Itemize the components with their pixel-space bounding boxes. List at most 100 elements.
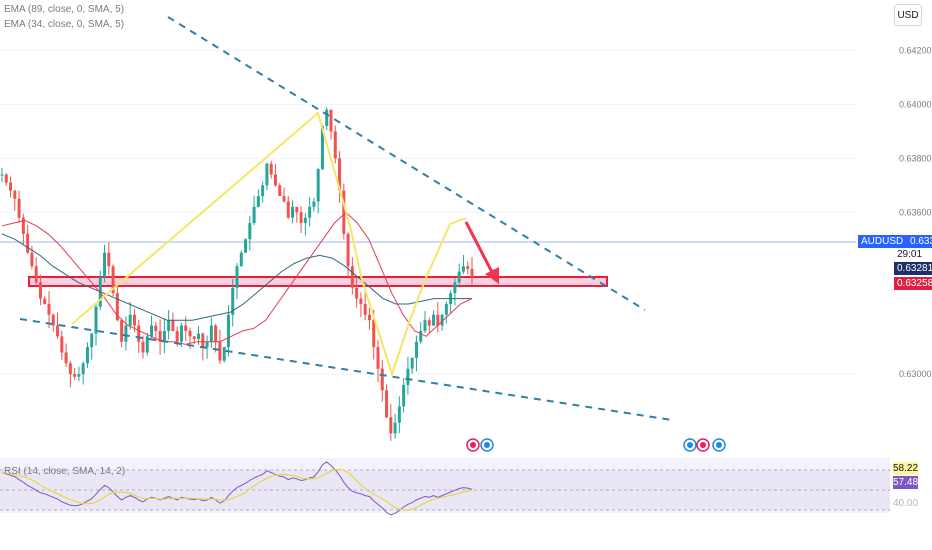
candle-body[interactable] [13,190,17,199]
candle-body[interactable] [188,330,192,337]
candle-body[interactable] [256,196,260,207]
candle-body[interactable] [231,287,235,315]
candle-body[interactable] [252,206,256,224]
candle-body[interactable] [145,336,149,353]
support-zone-rectangle[interactable] [28,276,608,287]
currency-button[interactable]: USD [894,4,922,26]
candle-body[interactable] [453,282,457,294]
candle-body[interactable] [320,125,324,170]
forecast-arrow-shaft[interactable] [464,221,496,277]
candle-body[interactable] [466,266,470,269]
candle-body[interactable] [128,314,132,326]
candle-body[interactable] [167,320,171,331]
candle-body[interactable] [107,252,111,267]
candle-body[interactable] [77,374,81,377]
candle-body[interactable] [308,206,312,218]
candle-body[interactable] [162,330,166,342]
candle-body[interactable] [329,109,333,132]
candle-body[interactable] [43,298,47,304]
candle-body[interactable] [115,293,119,321]
candle-body[interactable] [291,206,295,218]
candle-body[interactable] [222,347,226,361]
upper-trendline[interactable] [167,16,646,311]
candle-body[interactable] [47,303,51,315]
lower-trendline[interactable] [19,318,673,421]
candle-body[interactable] [419,330,423,342]
candle-body[interactable] [209,325,213,342]
candle-body[interactable] [38,282,42,299]
candle-body[interactable] [64,352,68,364]
rsi-pane[interactable] [0,458,890,516]
candle-body[interactable] [346,233,350,267]
candle-body[interactable] [265,163,269,186]
candle-body[interactable] [432,314,436,326]
rsi-ma-line[interactable] [1,468,473,511]
candle-body[interactable] [175,330,179,342]
candle-body[interactable] [120,320,124,342]
candle-body[interactable] [410,357,414,369]
candle-body[interactable] [158,330,162,342]
candle-body[interactable] [154,325,158,331]
candle-body[interactable] [312,201,316,207]
candle-body[interactable] [363,303,367,315]
candle-body[interactable] [90,333,94,348]
candle-body[interactable] [60,336,64,353]
candle-body[interactable] [393,422,397,434]
candle-body[interactable] [406,368,410,385]
candle-body[interactable] [239,252,243,267]
candle-body[interactable] [0,174,4,176]
candle-body[interactable] [303,217,307,224]
candle-body[interactable] [461,266,465,272]
candle-body[interactable] [299,212,303,224]
candle-body[interactable] [214,325,218,342]
candle-body[interactable] [30,252,34,267]
candle-body[interactable] [141,341,145,353]
ema34-line[interactable] [1,211,473,345]
candle-body[interactable] [380,368,384,391]
candle-body[interactable] [397,406,401,423]
candle-body[interactable] [444,303,448,315]
candle-body[interactable] [376,347,380,369]
candle-body[interactable] [68,363,72,375]
candle-body[interactable] [132,314,136,326]
candle-body[interactable] [273,174,277,186]
candle-body[interactable] [286,201,290,218]
candle-body[interactable] [457,271,461,283]
candle-body[interactable] [261,185,265,197]
candle-body[interactable] [184,325,188,331]
candle-body[interactable] [295,206,299,213]
candle-body[interactable] [81,363,85,375]
candle-body[interactable] [440,314,444,326]
candle-body[interactable] [9,182,13,191]
candle-body[interactable] [427,320,431,326]
candle-body[interactable] [205,341,209,348]
ema89-legend[interactable]: EMA (89, close, 0, SMA, 5) [4,4,125,15]
candle-body[interactable] [333,131,337,159]
candle-body[interactable] [278,185,282,197]
candle-body[interactable] [316,169,320,202]
rsi-line[interactable] [1,461,473,516]
candle-body[interactable] [436,314,440,326]
candle-body[interactable] [244,239,248,253]
forecast-arrow-head[interactable] [485,267,499,284]
candle-body[interactable] [17,198,21,218]
candle-body[interactable] [197,333,201,340]
candle-body[interactable] [56,325,60,337]
candle-body[interactable] [235,266,239,288]
candle-body[interactable] [350,266,354,288]
candle-body[interactable] [85,347,89,364]
candle-body[interactable] [171,320,175,331]
ema34-legend[interactable]: EMA (34, close, 0, SMA, 5) [4,19,125,30]
candle-body[interactable] [355,287,359,299]
candle-body[interactable] [372,320,376,348]
candle-body[interactable] [342,190,346,234]
candle-body[interactable] [192,336,196,340]
candle-body[interactable] [359,298,363,304]
candle-body[interactable] [34,266,38,283]
candle-body[interactable] [94,306,98,334]
candle-body[interactable] [111,266,115,294]
candle-body[interactable] [226,314,230,348]
candle-body[interactable] [389,417,393,434]
candle-body[interactable] [325,109,329,126]
